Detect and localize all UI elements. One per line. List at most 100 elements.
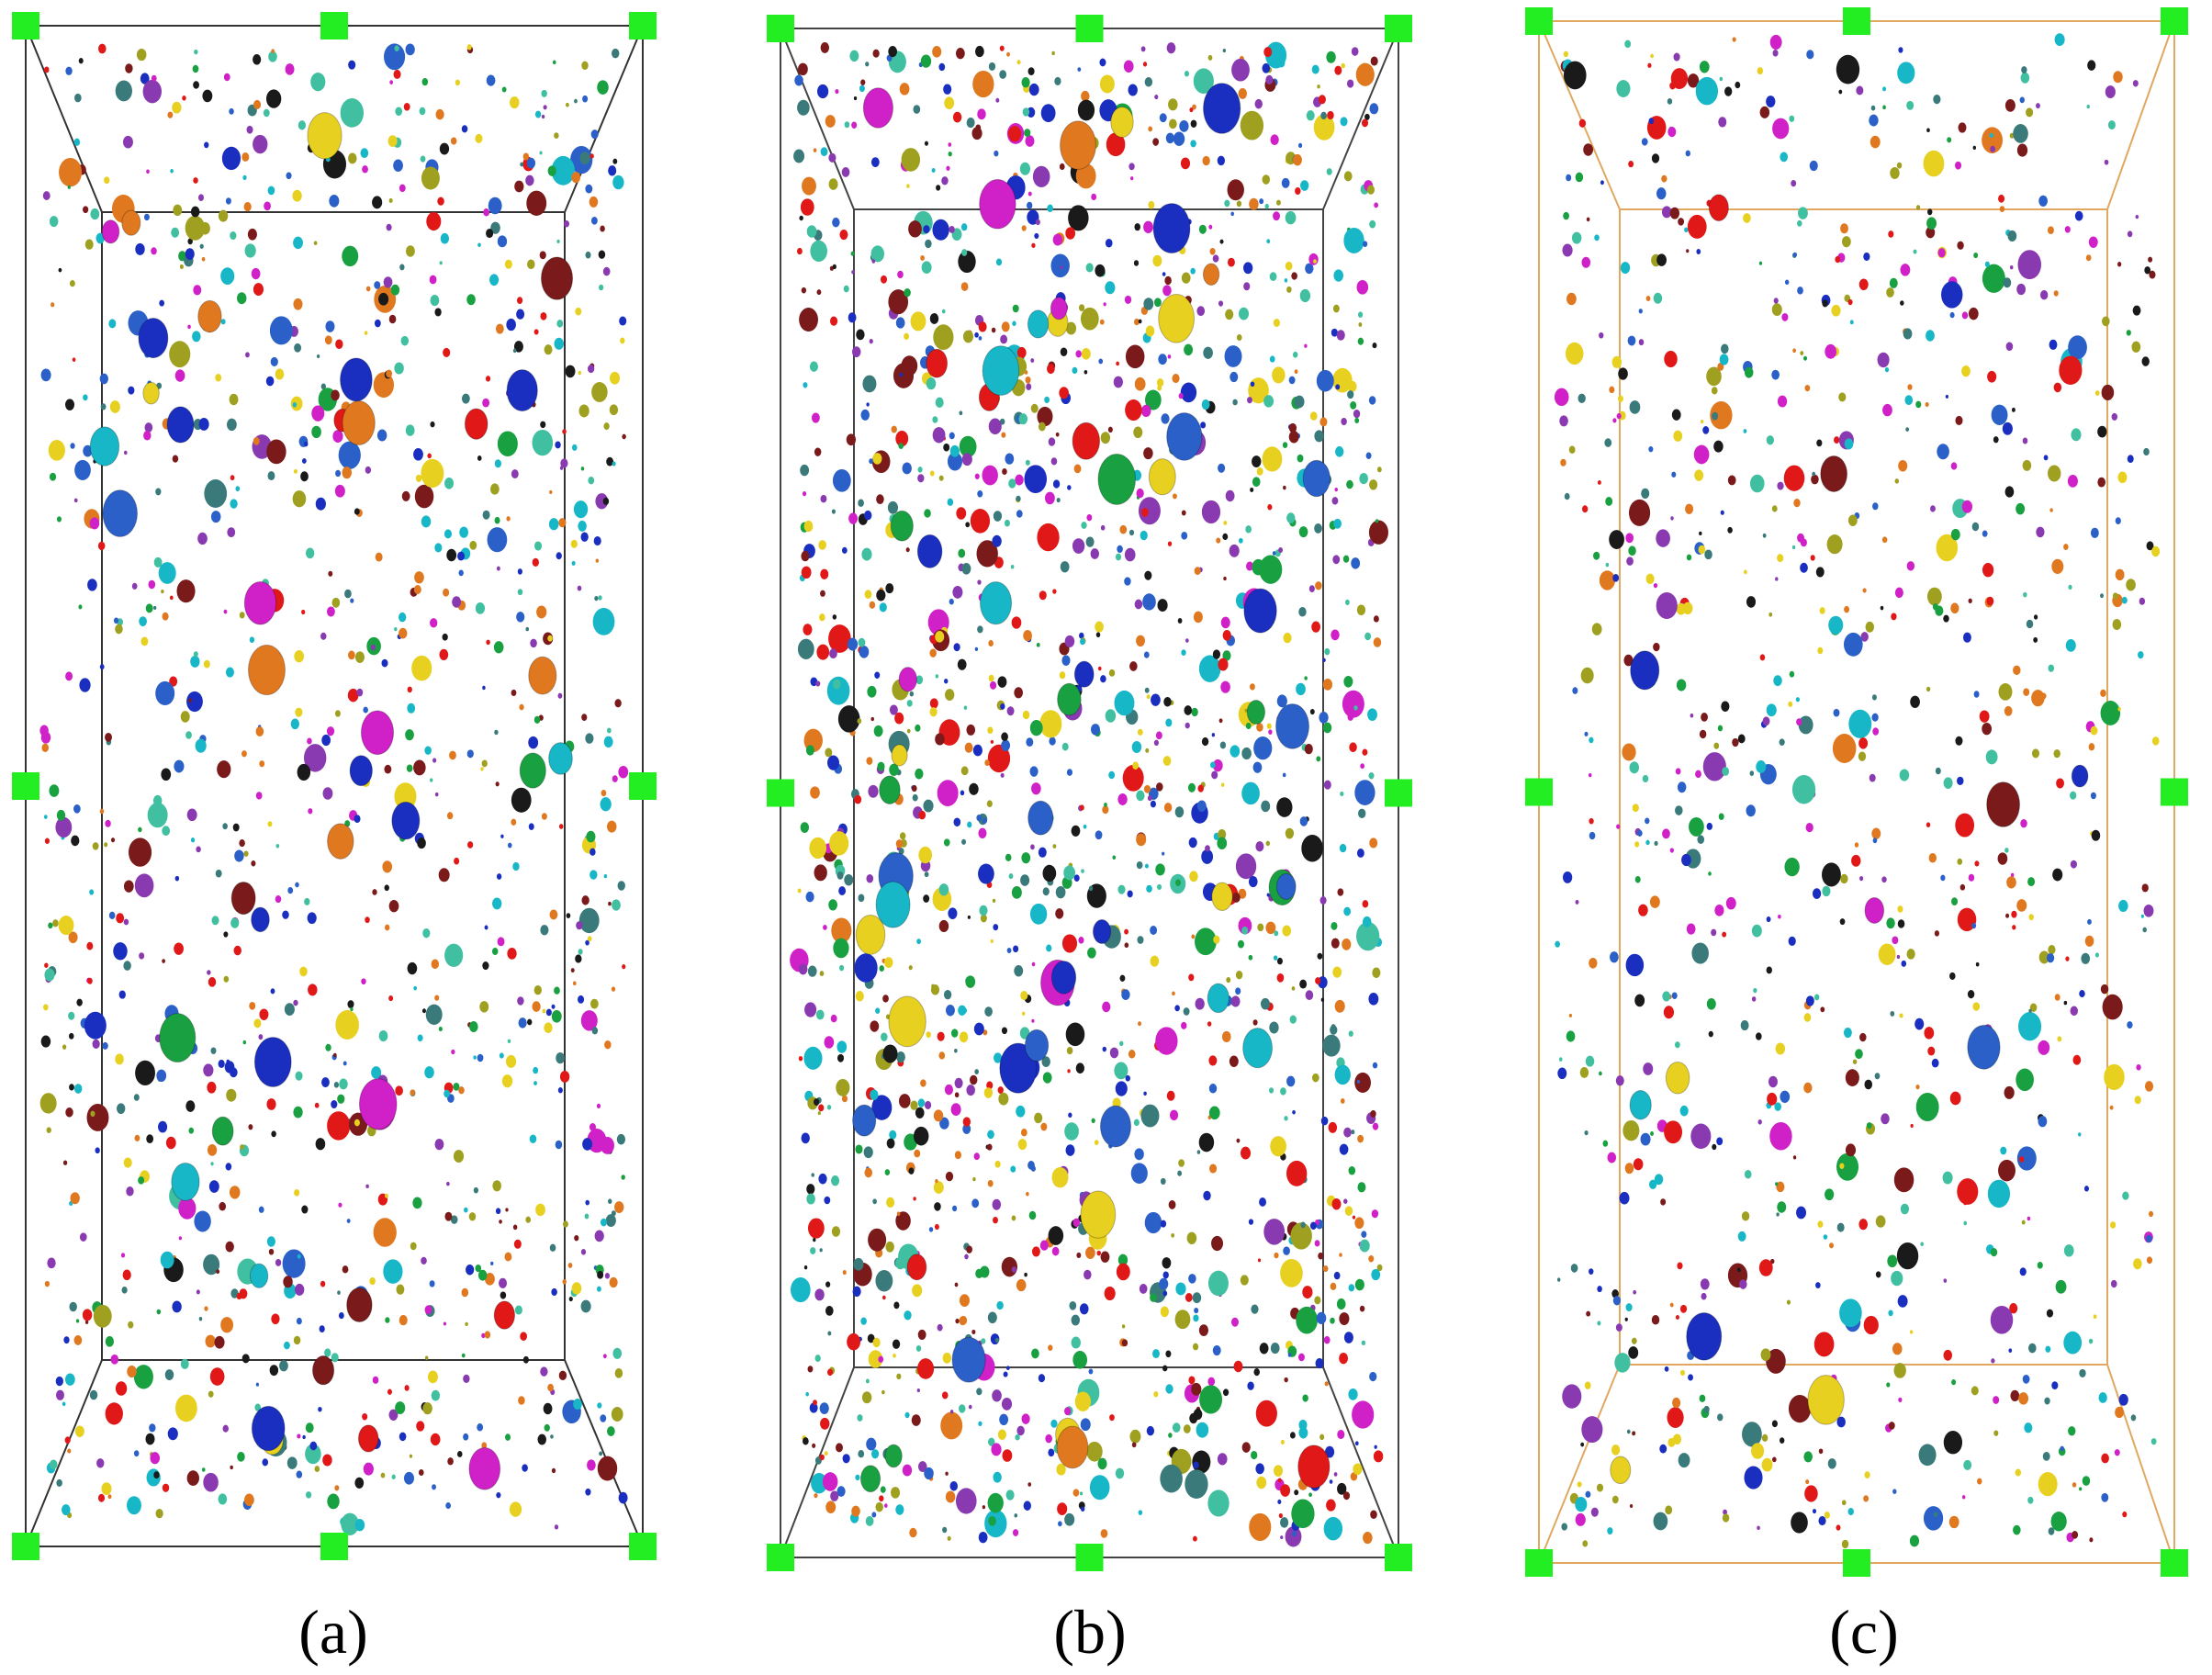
pore [551,1467,556,1474]
pore [920,254,925,261]
pore [1334,65,1342,75]
pore [1711,928,1717,937]
render-panel [1525,7,2188,1577]
pore [2100,593,2104,599]
pore [1661,206,1672,219]
pore [899,83,910,96]
pore [1784,279,1790,286]
pore [1664,1366,1669,1372]
pore [959,1316,967,1326]
pore [578,520,587,532]
pore [1872,727,1880,736]
pore [2010,265,2014,270]
pore [843,285,849,293]
pore [1249,1512,1272,1541]
pore [1022,710,1030,720]
pore [585,1199,590,1206]
pore [614,699,622,708]
pore [2021,1220,2026,1225]
pore [1742,1422,1762,1447]
pore [294,1283,305,1296]
pore [982,465,998,486]
pore [547,635,553,642]
pore [444,943,464,967]
pore [403,1471,414,1485]
pore [1025,376,1031,384]
pore [1942,1171,1953,1185]
pore [1146,694,1151,700]
pore [369,1276,376,1286]
pore [333,1082,340,1088]
pore [1207,983,1230,1014]
pore [1270,1342,1280,1355]
pore [464,1207,468,1213]
pore [990,939,994,944]
pore [1781,312,1789,321]
pore [197,194,205,201]
pore [1085,1246,1095,1259]
pore [99,808,105,815]
pore [1863,252,1870,261]
pore [410,1089,415,1096]
handle [320,12,348,39]
pore [1218,658,1229,671]
pore [925,239,932,249]
pore [1288,422,1297,433]
pore [817,1111,821,1116]
pore [534,110,542,118]
pore [797,888,802,894]
pore [1241,1442,1251,1453]
pore [2140,914,2144,918]
pore [578,370,582,376]
pore [1789,115,1795,122]
pore [528,736,539,749]
pore [1624,39,1632,49]
pore [1786,1299,1791,1305]
pore [43,815,48,819]
pore [1825,343,1837,359]
pore [958,1404,966,1413]
pore [2042,1451,2050,1461]
pore [1160,1464,1183,1493]
pore [1367,708,1377,721]
pore [1259,198,1264,205]
pore [1706,998,1716,1010]
pore [242,174,247,181]
pore [1322,1265,1329,1273]
pore [618,765,629,779]
pore [532,429,554,456]
pore [1923,1506,1944,1531]
pore [1184,705,1193,715]
pore [1599,332,1604,339]
pore [1248,954,1253,961]
pore [622,964,626,970]
pore [938,62,946,72]
pore [557,692,563,699]
pore [1712,411,1719,421]
pore [1572,687,1578,694]
pore [991,327,996,333]
pore [1188,837,1197,849]
pore [1369,219,1376,229]
pore [578,949,583,955]
pore [1340,1097,1345,1104]
pore [1359,1239,1370,1253]
pore [1002,1449,1013,1462]
pore [1807,1375,1845,1425]
pore [544,1022,553,1033]
pore [883,1503,888,1508]
pore [1796,1206,1807,1220]
pore [1880,605,1884,611]
pore [541,114,545,119]
pore [149,1423,156,1433]
pore [1769,1122,1792,1151]
pore [622,433,626,440]
pore [581,895,589,905]
pore [1223,520,1228,525]
pore [1184,71,1189,77]
pore [468,1212,477,1221]
pore [324,1348,331,1357]
pore [388,899,399,913]
pore [251,860,256,867]
pore [241,152,250,162]
